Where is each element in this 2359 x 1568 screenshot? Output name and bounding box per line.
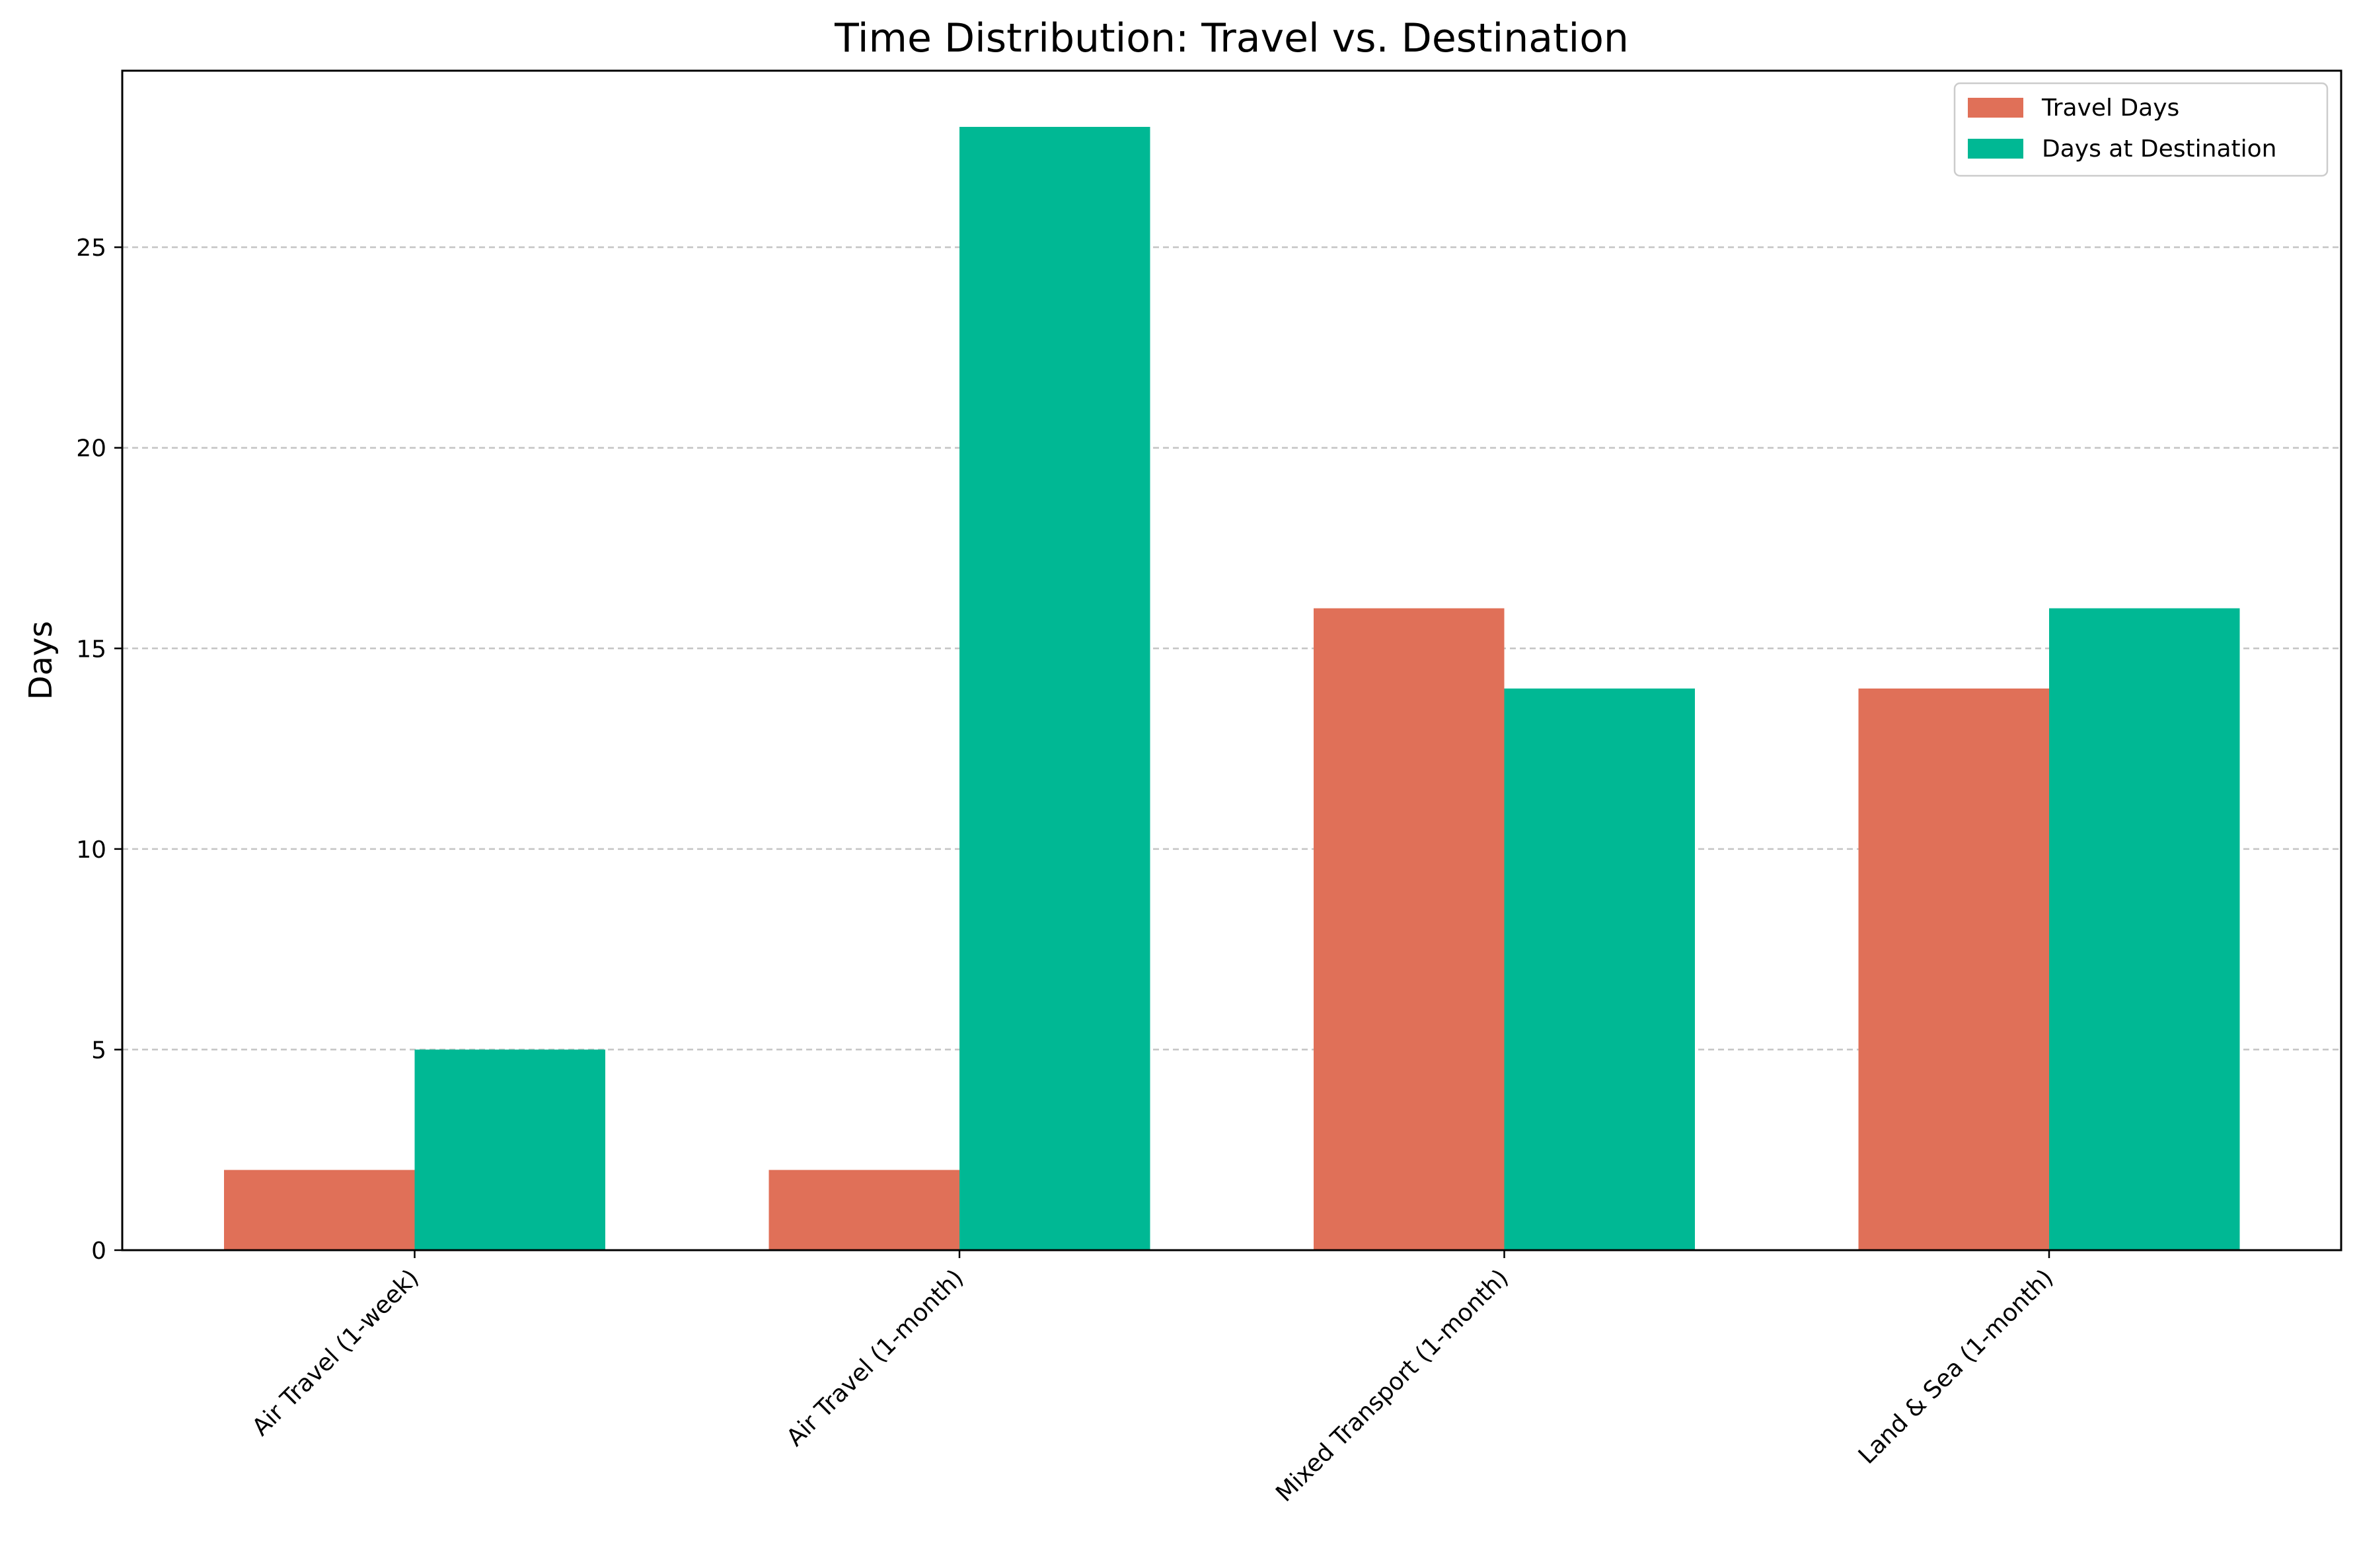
legend: Travel Days Days at Destination [1953, 82, 2329, 177]
bar-travel-days [224, 1170, 415, 1250]
y-tick-label: 20 [76, 435, 106, 463]
bar-days-at-destination [1504, 689, 1695, 1250]
legend-swatch [1968, 139, 2023, 159]
y-tick-label: 5 [91, 1037, 106, 1064]
y-ticks: 0 5 10 15 20 25 [76, 235, 122, 1265]
bar-days-at-destination [414, 1049, 605, 1250]
chart-title: Time Distribution: Travel vs. Destinatio… [834, 15, 1629, 61]
y-axis-label: Days [22, 621, 59, 700]
bar-travel-days [1314, 608, 1505, 1250]
bar-travel-days [1858, 689, 2049, 1250]
bar-travel-days [768, 1170, 959, 1250]
y-tick-label: 15 [76, 636, 106, 663]
legend-box [1953, 82, 2329, 177]
bar-days-at-destination [2049, 608, 2240, 1250]
legend-label: Travel Days [2041, 94, 2179, 122]
axes-frame [121, 69, 2342, 1251]
y-tick-label: 25 [76, 235, 106, 262]
y-tick-label: 0 [91, 1238, 106, 1265]
bars [224, 127, 2240, 1250]
legend-swatch [1968, 98, 2023, 118]
legend-label: Days at Destination [2042, 135, 2276, 163]
y-tick-label: 10 [76, 837, 106, 864]
bar-days-at-destination [959, 127, 1150, 1250]
